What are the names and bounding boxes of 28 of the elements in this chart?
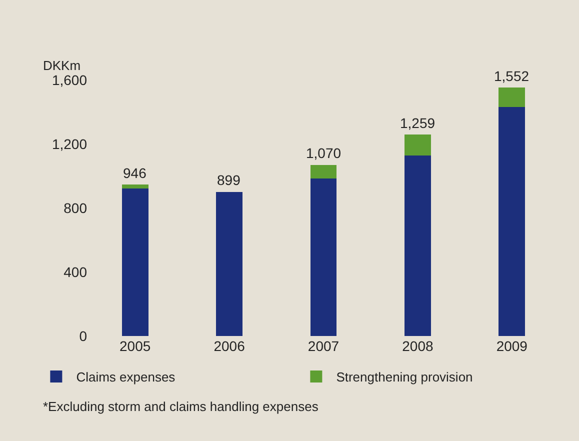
text: *Excluding storm and claims handling expenses <box>43 399 319 414</box>
x-tick-label: 2008 <box>402 338 434 354</box>
x-tick-label: 2006 <box>214 338 246 354</box>
bar <box>404 155 431 336</box>
y-tick-label: 1,200 <box>52 136 88 152</box>
bar <box>404 134 431 156</box>
bar <box>122 184 148 188</box>
bar <box>310 178 337 336</box>
y-tick-label: 0 <box>79 328 88 344</box>
total-label: 899 <box>217 172 241 188</box>
total-label: 1,070 <box>306 145 342 161</box>
x-tick-label: 2009 <box>496 338 528 354</box>
bar <box>216 192 242 336</box>
x-tick-label: 2005 <box>120 338 151 354</box>
legend-label: Claims expenses <box>76 370 176 385</box>
bar <box>498 107 526 336</box>
bar <box>498 88 526 108</box>
legend-label: Strengthening provision <box>336 370 473 385</box>
total-label: 1,552 <box>494 68 530 84</box>
bar <box>310 164 337 179</box>
y-tick-label: 800 <box>64 200 88 216</box>
total-label: 946 <box>123 165 147 181</box>
y-tick-label: 1,600 <box>52 72 88 88</box>
x-tick-label: 2007 <box>308 338 340 354</box>
y-tick-label: 400 <box>64 264 88 280</box>
total-label: 1,259 <box>400 115 436 131</box>
bar <box>122 188 148 336</box>
y-axis-title: DKKm <box>43 58 81 73</box>
